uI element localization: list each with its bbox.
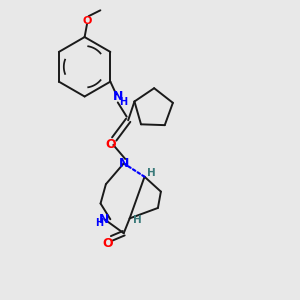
Text: O: O [82, 16, 92, 26]
Text: N: N [99, 213, 110, 226]
Text: H: H [95, 218, 103, 228]
Text: N: N [118, 157, 129, 170]
Text: N: N [112, 90, 123, 103]
Text: H: H [119, 97, 127, 106]
Text: O: O [102, 237, 113, 250]
Text: O: O [105, 138, 116, 151]
Text: H: H [133, 215, 142, 225]
Text: H: H [147, 168, 155, 178]
